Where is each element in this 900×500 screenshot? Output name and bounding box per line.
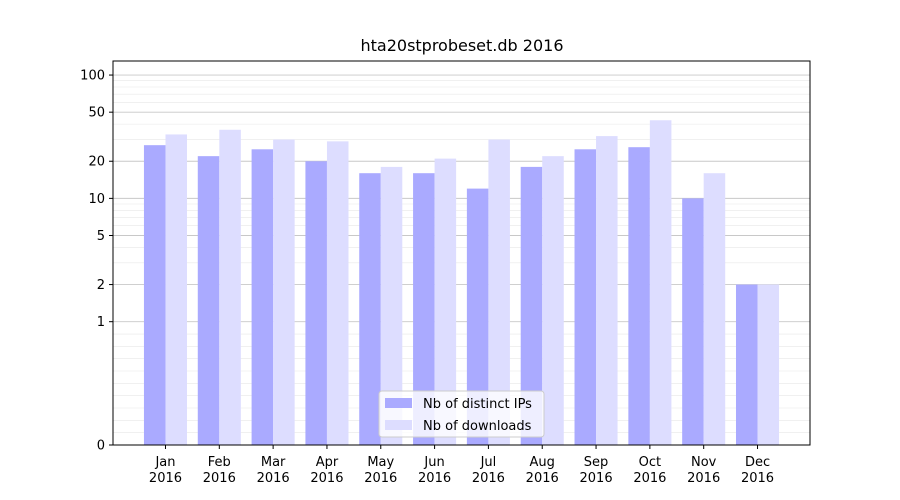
bar-downloads xyxy=(542,156,564,445)
bar-distinct-ips xyxy=(143,145,166,445)
x-tick-label-month: Oct xyxy=(639,455,661,470)
x-tick-label-month: May xyxy=(367,455,394,470)
bar-downloads xyxy=(165,134,188,446)
x-tick-label-month: Jul xyxy=(480,455,497,470)
y-tick-label: 10 xyxy=(88,192,105,207)
x-tick-label-year: 2016 xyxy=(580,471,613,486)
x-tick-label-month: Sep xyxy=(584,455,609,470)
x-tick-label-year: 2016 xyxy=(310,471,343,486)
bar-downloads xyxy=(757,284,780,445)
x-tick-label-year: 2016 xyxy=(364,471,397,486)
x-tick-label-month: Feb xyxy=(208,455,231,470)
bar-downloads xyxy=(273,139,295,445)
x-tick-label-year: 2016 xyxy=(203,471,236,486)
chart-title: hta20stprobeset.db 2016 xyxy=(360,36,563,55)
plot-frame xyxy=(112,60,811,446)
bar-distinct-ips xyxy=(520,166,543,445)
x-tick-label-year: 2016 xyxy=(257,471,290,486)
x-tick-label-month: Jan xyxy=(154,455,175,470)
legend-box xyxy=(378,390,545,438)
x-tick-label-year: 2016 xyxy=(472,471,505,486)
legend: Nb of distinct IPs Nb of downloads xyxy=(378,390,545,438)
x-tick-label-year: 2016 xyxy=(418,471,451,486)
x-tick-label-year: 2016 xyxy=(633,471,666,486)
y-tick-label: 2 xyxy=(97,278,105,293)
x-tick-label-month: Jun xyxy=(423,455,444,470)
bar-downloads xyxy=(488,139,510,445)
y-tick-label: 100 xyxy=(80,69,105,84)
x-tick-label-year: 2016 xyxy=(741,471,774,486)
bar-distinct-ips xyxy=(628,147,650,445)
bar-distinct-ips xyxy=(359,173,381,446)
legend-label-distinct-ips: Nb of distinct IPs xyxy=(423,397,532,412)
legend-swatch-downloads xyxy=(385,420,412,430)
y-axis: 0 1 2 5 10 20 50 100 xyxy=(80,69,113,454)
bar-distinct-ips xyxy=(466,188,489,446)
y-tick-label: 0 xyxy=(97,439,105,454)
bar-distinct-ips xyxy=(682,198,704,445)
bar-distinct-ips xyxy=(251,149,274,445)
x-tick-label-month: Aug xyxy=(530,455,555,470)
x-tick-label-month: Mar xyxy=(261,455,286,470)
bar-downloads xyxy=(596,136,618,445)
x-tick-label-year: 2016 xyxy=(687,471,720,486)
bar-downloads xyxy=(703,173,726,446)
bar-downloads xyxy=(649,120,672,445)
bar-distinct-ips xyxy=(305,161,327,445)
y-tick-label: 50 xyxy=(88,106,105,121)
bar-distinct-ips xyxy=(574,149,597,445)
x-tick-label-month: Dec xyxy=(745,455,770,470)
x-tick-label-month: Apr xyxy=(316,455,339,470)
y-tick-label: 20 xyxy=(88,155,105,170)
y-tick-label: 5 xyxy=(97,229,105,244)
legend-label-downloads: Nb of downloads xyxy=(423,419,532,434)
legend-swatch-distinct-ips xyxy=(385,398,412,408)
bar-downloads xyxy=(219,129,241,445)
bar-distinct-ips xyxy=(197,156,220,445)
x-tick-label-year: 2016 xyxy=(149,471,182,486)
bar-distinct-ips xyxy=(413,173,435,446)
bar-distinct-ips xyxy=(735,284,758,445)
bar-downloads xyxy=(380,166,403,445)
x-tick-label-month: Nov xyxy=(691,455,717,470)
y-tick-label: 1 xyxy=(97,315,105,330)
x-axis: Jan2016Feb2016Mar2016Apr2016May2016Jun20… xyxy=(149,445,774,486)
x-tick-label-year: 2016 xyxy=(526,471,559,486)
bars xyxy=(143,120,780,446)
bar-downloads xyxy=(326,141,349,445)
bar-downloads xyxy=(434,158,457,445)
